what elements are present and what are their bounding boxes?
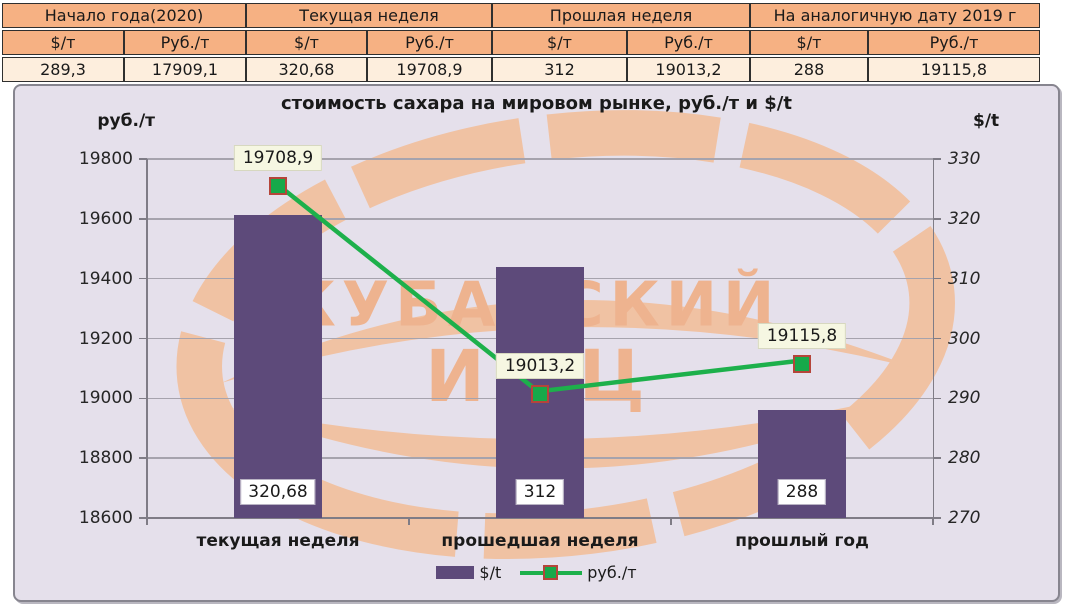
right-axis-tick-label: 270 <box>948 508 981 528</box>
right-tick-mark <box>933 517 941 519</box>
chart-panel: КУБАНСКИЙ ИКЦ стоимость сахара на мирово… <box>13 84 1060 602</box>
unit-header: $/т <box>246 30 367 55</box>
legend-label-rub: руб./т <box>587 563 637 582</box>
table-value-row: 289,3 17909,1 320,68 19708,9 312 19013,2… <box>2 57 1040 82</box>
right-axis-title: $/t <box>973 111 1000 131</box>
line-data-label: 19708,9 <box>233 145 323 172</box>
category-label: прошлый год <box>735 531 869 551</box>
group-header: Начало года(2020) <box>2 3 246 28</box>
left-axis-tick-label: 18800 <box>78 448 133 469</box>
left-axis-title: руб./т <box>97 111 155 131</box>
group-header: Текущая неделя <box>246 3 492 28</box>
right-axis-tick-label: 290 <box>948 388 981 409</box>
left-axis-tick-label: 19400 <box>78 268 133 289</box>
right-tick-mark <box>933 218 941 220</box>
bar-value-label: 288 <box>777 479 827 505</box>
unit-header: Руб./т <box>868 30 1040 55</box>
right-axis-tick-label: 300 <box>948 328 981 349</box>
left-tick-mark <box>139 277 147 280</box>
value-cell: 320,68 <box>246 57 367 82</box>
right-axis-tick-label: 330 <box>948 149 981 169</box>
group-header: На аналогичную дату 2019 г <box>750 3 1040 28</box>
x-tick-mark <box>670 518 672 525</box>
right-tick-mark <box>933 457 941 459</box>
right-axis-tick-label: 320 <box>948 208 981 229</box>
x-axis-line <box>147 517 933 519</box>
unit-header: Руб./т <box>627 30 750 55</box>
table-unit-row: $/т Руб./т $/т Руб./т $/т Руб./т $/т Руб… <box>2 30 1040 55</box>
right-axis-tick-label: 280 <box>948 448 981 469</box>
x-tick-mark <box>408 518 410 525</box>
legend-line-swatch <box>520 565 583 580</box>
right-tick-mark <box>933 337 941 340</box>
bar-value-label: 320,68 <box>240 479 316 505</box>
legend-line-marker <box>543 565 559 580</box>
chart-title: стоимость сахара на мировом рынке, руб./… <box>281 93 792 114</box>
value-cell: 19115,8 <box>868 57 1040 82</box>
value-cell: 288 <box>750 57 868 82</box>
unit-header: $/т <box>2 30 124 55</box>
value-cell: 312 <box>492 57 627 82</box>
legend-bar-swatch <box>436 566 475 579</box>
line-data-label: 19115,8 <box>757 322 847 349</box>
group-header: Прошлая неделя <box>492 3 750 28</box>
x-tick-mark <box>146 518 148 525</box>
unit-header: Руб./т <box>367 30 492 55</box>
legend-label-usd: $/t <box>479 563 502 582</box>
table-group-row: Начало года(2020) Текущая неделя Прошлая… <box>2 3 1040 28</box>
line-marker <box>793 354 811 373</box>
left-tick-mark <box>139 218 147 220</box>
left-tick-mark <box>139 337 147 340</box>
left-axis-tick-label: 19200 <box>78 328 133 349</box>
unit-header: $/т <box>492 30 627 55</box>
left-axis-tick-label: 19000 <box>78 388 133 409</box>
value-cell: 19708,9 <box>367 57 492 82</box>
value-cell: 17909,1 <box>124 57 246 82</box>
left-axis-tick-label: 19800 <box>78 149 133 169</box>
right-tick-mark <box>933 397 941 400</box>
unit-header: Руб./т <box>124 30 246 55</box>
left-axis-tick-label: 18600 <box>78 508 133 528</box>
right-axis-tick-label: 310 <box>948 268 981 289</box>
left-tick-mark <box>139 158 147 160</box>
left-tick-mark <box>139 457 147 459</box>
line-marker <box>269 177 287 196</box>
line-data-label: 19013,2 <box>495 353 585 380</box>
unit-header: $/т <box>750 30 868 55</box>
left-tick-mark <box>139 397 147 400</box>
value-cell: 289,3 <box>2 57 124 82</box>
category-label: прошедшая неделя <box>441 531 639 551</box>
right-tick-mark <box>933 277 941 280</box>
gridline <box>147 158 933 160</box>
value-cell: 19013,2 <box>627 57 750 82</box>
plot-area: 19800 330 19600 320 19400 310 19200 300 19000 290… <box>15 86 1058 600</box>
bar-value-label: 312 <box>515 479 565 505</box>
x-tick-mark <box>932 518 934 525</box>
left-tick-mark <box>139 517 147 519</box>
price-table: Начало года(2020) Текущая неделя Прошлая… <box>2 1 1040 84</box>
line-marker <box>531 385 549 404</box>
category-label: текущая неделя <box>196 531 360 551</box>
left-axis-tick-label: 19600 <box>78 208 133 229</box>
legend: $/t руб./т <box>15 563 1058 582</box>
right-tick-mark <box>933 158 941 160</box>
bar-текущая неделя <box>234 214 322 518</box>
